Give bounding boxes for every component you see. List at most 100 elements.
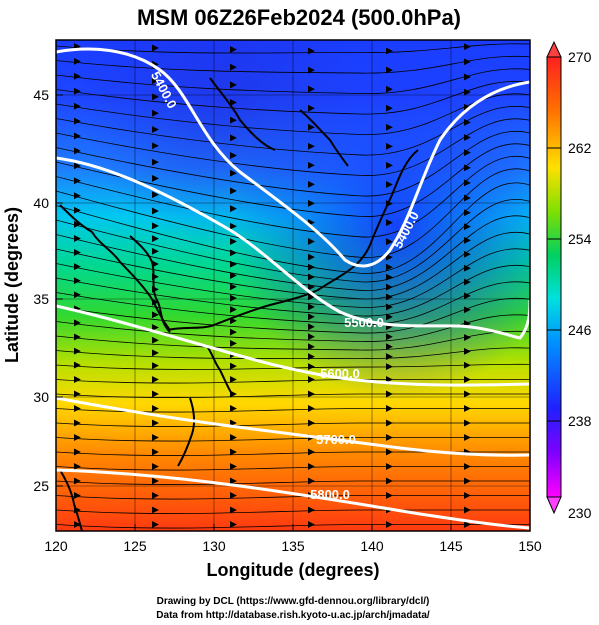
streamline-arrow — [385, 66, 393, 74]
colorbar: 270 262 254 246 238 230 — [546, 40, 592, 521]
streamline-arrow — [307, 506, 315, 514]
streamline-arrow — [151, 109, 159, 117]
streamline — [56, 118, 530, 176]
streamline-arrow — [385, 521, 393, 528]
contour-label: 5600.0 — [320, 366, 360, 381]
contour-label: 5800.0 — [310, 487, 350, 502]
streamline-arrow — [385, 405, 393, 412]
streamline-arrow — [229, 169, 237, 177]
streamline-arrow — [463, 43, 471, 51]
streamline-arrow — [307, 313, 315, 321]
streamline-arrow — [307, 85, 315, 93]
streamline-arrow — [229, 260, 237, 268]
streamline — [56, 363, 530, 370]
height-contours — [56, 47, 530, 530]
streamline-arrow — [151, 419, 159, 427]
streamline-arrow — [463, 149, 471, 156]
y-tick-label: 25 — [33, 478, 49, 494]
streamline-arrow — [73, 477, 81, 485]
y-tick-label: 40 — [33, 195, 49, 211]
streamline-arrow — [307, 376, 315, 383]
streamline-arrow — [73, 263, 81, 270]
streamline-arrow — [307, 47, 315, 55]
streamline-arrow — [73, 102, 81, 110]
streamline-arrow — [151, 235, 159, 242]
streamline — [56, 297, 530, 334]
streamline — [56, 451, 530, 456]
colorbar-label: 230 — [568, 505, 592, 521]
colorbar-gradient — [546, 56, 562, 498]
streamline-arrow — [229, 63, 237, 71]
streamline-arrow — [229, 294, 237, 302]
streamline-arrow — [463, 250, 471, 258]
streamline-arrow — [463, 73, 471, 81]
streamline-arrow — [463, 506, 471, 514]
streamline-arrow — [463, 492, 471, 499]
streamline-arrow — [73, 291, 81, 299]
streamline — [56, 393, 530, 398]
streamline-arrow — [307, 477, 315, 485]
streamline-arrow — [151, 222, 159, 230]
streamline-arrow — [463, 134, 471, 141]
streamline-arrow — [229, 506, 237, 514]
streamline-arrow — [463, 405, 471, 412]
streamline-arrow — [385, 273, 393, 281]
streamline — [56, 422, 530, 427]
streamline-arrow — [151, 376, 159, 383]
streamline-arrow — [385, 492, 393, 499]
streamline — [56, 330, 530, 351]
streamline — [56, 55, 530, 74]
chart-title: MSM 06Z26Feb2024 (500.0hPa) — [137, 5, 461, 30]
streamline-arrow — [307, 283, 315, 291]
streamline — [56, 347, 530, 359]
streamline-arrow — [463, 194, 471, 202]
streamline-arrow — [307, 263, 315, 271]
streamline-arrow — [463, 179, 471, 187]
streamline-arrow — [385, 238, 393, 246]
streamline-arrow — [229, 405, 237, 412]
streamline — [56, 248, 530, 308]
streamline-arrow — [463, 434, 471, 441]
streamline-arrow — [151, 336, 159, 344]
streamline-arrow — [463, 306, 471, 314]
streamline — [56, 155, 530, 238]
streamline-arrow — [151, 349, 159, 357]
streamline-arrow — [229, 306, 237, 313]
streamline — [56, 105, 530, 156]
streamline-arrow — [151, 311, 159, 319]
streamline-arrow — [463, 119, 471, 126]
streamline-arrow — [229, 340, 237, 347]
streamline-arrow — [151, 448, 159, 456]
streamline-arrow — [463, 58, 471, 66]
streamline-arrow — [385, 303, 393, 311]
streamline-arrow — [229, 434, 237, 441]
streamline-arrow — [151, 142, 159, 150]
streamline — [56, 130, 530, 197]
streamline — [56, 215, 530, 291]
streamline-arrow — [229, 46, 237, 53]
streamline-arrow — [151, 477, 159, 485]
streamline-arrow — [151, 324, 159, 331]
streamline-arrow — [73, 117, 81, 125]
streamline-arrow — [229, 283, 237, 291]
contour-line-5600 — [56, 304, 530, 387]
streamline-arrow — [463, 419, 471, 427]
streamline-arrow — [385, 353, 393, 360]
streamline-arrow — [307, 353, 315, 360]
streamline-arrow — [385, 47, 393, 55]
streamline — [56, 80, 530, 115]
streamline — [56, 68, 530, 94]
streamline-arrow — [229, 205, 237, 212]
streamline-arrow — [307, 343, 315, 351]
streamline-arrow — [73, 192, 81, 200]
contour-label: 5500.0 — [344, 315, 384, 330]
streamline-arrow — [151, 521, 159, 528]
streamline-arrow — [307, 238, 315, 245]
streamline-arrow — [73, 448, 81, 456]
streamline-arrow — [151, 390, 159, 398]
streamline-arrow — [73, 347, 81, 355]
credit-line-1: Drawing by DCL (https://www.gfd-dennou.o… — [157, 596, 430, 607]
streamline-arrow — [385, 463, 393, 470]
streamline — [56, 495, 530, 500]
